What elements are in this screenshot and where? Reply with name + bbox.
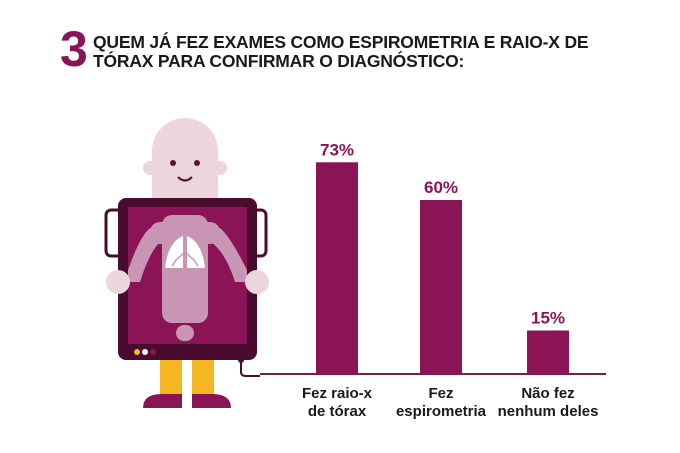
right-lung (187, 236, 205, 268)
bar-2 (527, 330, 569, 374)
left-ear (143, 161, 157, 175)
right-leg (192, 358, 214, 398)
category-label-1-line-0: Fez (428, 385, 453, 402)
data-label-1: 60% (424, 178, 458, 197)
category-label-0-line-0: Fez raio-x (302, 385, 373, 402)
bar-1 (420, 200, 462, 374)
question-number: 3 (60, 21, 88, 77)
category-label-2-line-0: Não fez (521, 385, 574, 402)
header: 3 QUEM JÁ FEZ EXAMES COMO ESPIROMETRIA E… (60, 24, 660, 76)
left-leg (160, 358, 182, 398)
category-label-1-line-1: espirometria (396, 403, 487, 420)
scanner-light-yellow (134, 349, 140, 355)
right-shoe (192, 394, 231, 408)
category-label-0-line-1: de tórax (308, 403, 367, 420)
left-hand (106, 270, 130, 294)
left-shoe (143, 394, 182, 408)
category-label-2-line-1: nenhum deles (498, 403, 599, 420)
bar-0 (316, 162, 358, 374)
scanner-light-white (142, 349, 148, 355)
right-ear (213, 161, 227, 175)
page-title: QUEM JÁ FEZ EXAMES COMO ESPIROMETRIA E R… (93, 32, 589, 71)
left-lung (165, 236, 183, 268)
scanner-cable (240, 360, 260, 377)
data-label-0: 73% (320, 140, 354, 159)
xray-pelvis (176, 325, 194, 341)
xray-right-arm (208, 228, 247, 282)
scanner-light-pink (150, 349, 156, 355)
right-hand (245, 270, 269, 294)
smile (177, 176, 193, 182)
right-eye (194, 160, 200, 166)
data-label-2: 15% (531, 309, 565, 328)
left-eye (170, 160, 176, 166)
